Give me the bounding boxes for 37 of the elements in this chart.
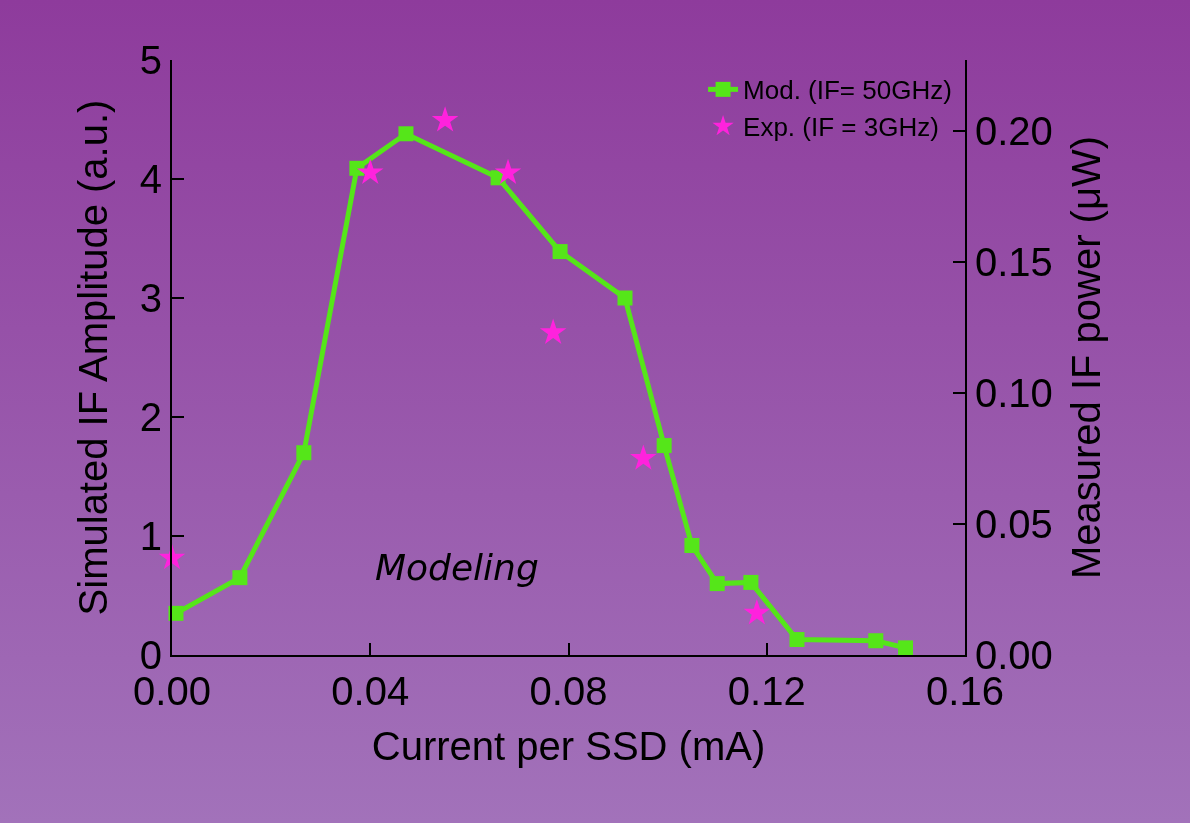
point — [656, 438, 672, 454]
point — [868, 633, 884, 649]
point — [398, 126, 414, 142]
point — [539, 318, 567, 344]
point — [684, 538, 700, 554]
point — [296, 445, 312, 461]
point — [617, 290, 633, 306]
y-tick-label: 4 — [139, 157, 162, 201]
y-tick-label: 1 — [139, 514, 162, 558]
y-tick-label: 5 — [139, 38, 162, 82]
x-tick-label: 0.04 — [331, 669, 410, 713]
legend-label: Exp. (IF = 3GHz) — [743, 112, 939, 143]
y-tick-label: 2 — [139, 395, 162, 439]
point — [431, 106, 459, 132]
legend-label: Mod. (IF= 50GHz) — [743, 75, 952, 106]
y2-tick-label: 0.05 — [975, 501, 1053, 546]
point — [898, 640, 914, 656]
y2-tick-label: 0.20 — [975, 108, 1053, 153]
x-tick-label: 0.08 — [529, 669, 608, 713]
point — [743, 574, 759, 590]
annotation: Modeling — [375, 547, 539, 588]
x-axis-title: Current per SSD (mA) — [371, 724, 766, 768]
x-tick-label: 0.12 — [727, 669, 806, 713]
point — [709, 576, 725, 592]
point — [232, 570, 248, 586]
point — [494, 158, 522, 185]
y2-tick-label: 0.10 — [975, 370, 1053, 415]
point — [743, 599, 771, 625]
point — [630, 444, 657, 470]
point — [356, 158, 384, 185]
y-axis-title: Simulated IF Amplitude (a.u.) — [70, 99, 115, 616]
point — [552, 244, 568, 260]
point — [789, 632, 805, 648]
y2-axis-title: Measured IF power (μW) — [1063, 135, 1108, 580]
point — [349, 160, 365, 176]
y-tick-label: 3 — [139, 276, 162, 320]
y2-tick-label: 0.15 — [975, 239, 1053, 284]
